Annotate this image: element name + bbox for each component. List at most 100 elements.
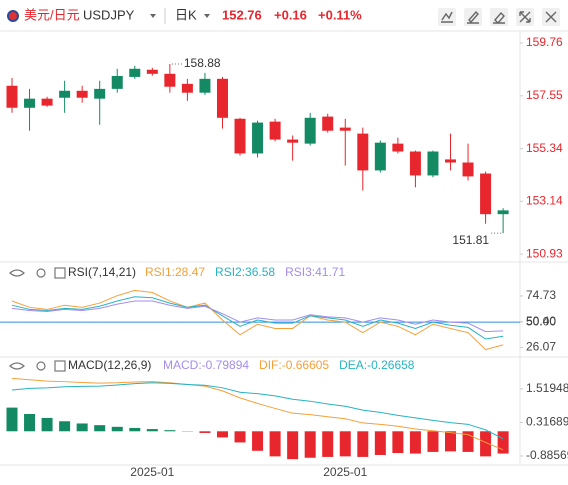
line-series — [11, 296, 504, 340]
candle-body — [287, 139, 299, 143]
histogram-bar — [24, 414, 36, 432]
histogram-bar — [6, 407, 18, 432]
line-series — [11, 377, 504, 451]
candle-body — [392, 143, 404, 152]
y-tick-label: 74.73 — [526, 288, 556, 302]
y-tick-label: 153.14 — [526, 193, 563, 207]
rsi-title: RSI(7,14,21) — [68, 265, 136, 279]
candle-body — [164, 73, 176, 87]
histogram-bar — [445, 431, 456, 452]
annotation: 151.81 — [452, 233, 489, 247]
draw-icon[interactable] — [467, 10, 479, 24]
gear-icon[interactable] — [36, 361, 46, 371]
line-series — [11, 382, 504, 440]
histogram-bar — [357, 431, 369, 457]
histogram-bar — [94, 425, 106, 432]
histogram-bar — [76, 423, 88, 432]
candle-body — [304, 117, 316, 144]
annotation: 158.88 — [184, 56, 221, 70]
dropdown-arrow[interactable] — [150, 14, 156, 18]
eye-icon[interactable] — [9, 269, 25, 277]
y-tick-label: 50.00 — [526, 314, 556, 328]
y-tick-label: 157.55 — [526, 88, 563, 102]
x-tick-label: 2025-01 — [130, 465, 174, 479]
box-icon[interactable] — [54, 267, 66, 279]
histogram-bar — [480, 431, 492, 457]
candle-body — [6, 85, 18, 108]
y-tick-label: -0.88569 — [526, 448, 568, 462]
eye-icon[interactable] — [9, 362, 25, 370]
legend-entry: MACD:-0.79894 — [163, 358, 249, 372]
candle-body — [59, 90, 71, 98]
histogram-bar — [252, 431, 264, 451]
legend-entry: DEA:-0.26658 — [339, 358, 415, 372]
histogram-bar — [234, 431, 246, 443]
erase-icon[interactable] — [493, 11, 505, 25]
period[interactable]: 日K — [175, 7, 197, 22]
candle-body — [322, 116, 334, 131]
fullscreen-icon[interactable] — [519, 11, 531, 23]
symbol[interactable]: USDJPY — [83, 7, 135, 22]
tool-button[interactable] — [438, 8, 456, 26]
candle-body — [445, 159, 456, 163]
histogram-bar — [41, 417, 53, 432]
tool-button[interactable] — [490, 8, 508, 26]
histogram-bar — [287, 431, 299, 460]
line-series — [11, 289, 504, 351]
histogram-bar — [129, 427, 141, 432]
panel-icons — [9, 267, 66, 372]
indicator-icon[interactable] — [441, 11, 453, 23]
y-tick-label: 155.34 — [526, 141, 563, 155]
histogram-bar — [462, 431, 474, 452]
candle-body — [199, 78, 211, 93]
candle-body — [234, 118, 246, 154]
histogram-bar — [59, 421, 71, 432]
flag-icon — [7, 10, 19, 22]
histogram-bar — [111, 426, 123, 432]
tool-button[interactable] — [464, 8, 482, 26]
y-tick-label: 0.31689 — [526, 415, 568, 429]
histogram-bar — [146, 429, 158, 432]
y-tick-label: 1.51948 — [526, 381, 568, 395]
histogram-bar — [497, 431, 509, 454]
y-tick-label: 150.93 — [526, 246, 563, 260]
histogram-bar — [199, 431, 211, 433]
y-tick-label: 50.40 — [526, 314, 556, 328]
dropdown-arrow[interactable] — [204, 14, 210, 18]
pair-name[interactable]: 美元/日元 — [24, 7, 80, 22]
candle-body — [269, 121, 281, 140]
candle-body — [181, 83, 193, 93]
toolbar — [438, 8, 560, 26]
macd-title: MACD(12,26,9) — [68, 358, 151, 372]
close-icon[interactable] — [545, 11, 557, 23]
histogram-bar — [322, 431, 334, 457]
candle-body — [146, 69, 158, 74]
price: 152.76 — [222, 7, 262, 22]
histogram-bar — [374, 431, 386, 455]
histogram-bar — [164, 430, 176, 432]
box-icon[interactable] — [54, 360, 66, 372]
gear-icon[interactable] — [36, 268, 46, 278]
candle-body — [111, 75, 123, 89]
legend-entry: DIF:-0.66605 — [259, 358, 329, 372]
histogram-bar — [269, 431, 281, 457]
candle-body — [252, 122, 264, 154]
candle-body — [76, 90, 88, 98]
legend-entry: RSI2:36.58 — [215, 265, 275, 279]
legend-entry: RSI3:41.71 — [285, 265, 345, 279]
y-tick-label: 26.07 — [526, 340, 556, 354]
candle-body — [409, 151, 421, 176]
histogram-bar — [392, 431, 404, 454]
candle-body — [462, 162, 474, 177]
candle-body — [339, 127, 351, 131]
candle-body — [24, 98, 36, 108]
candle-body — [480, 173, 492, 215]
candle-body — [216, 78, 228, 118]
histogram-bar — [216, 431, 228, 438]
candle-body — [497, 210, 509, 215]
x-tick-label: 2025-01 — [323, 465, 367, 479]
candle-body — [357, 133, 369, 171]
